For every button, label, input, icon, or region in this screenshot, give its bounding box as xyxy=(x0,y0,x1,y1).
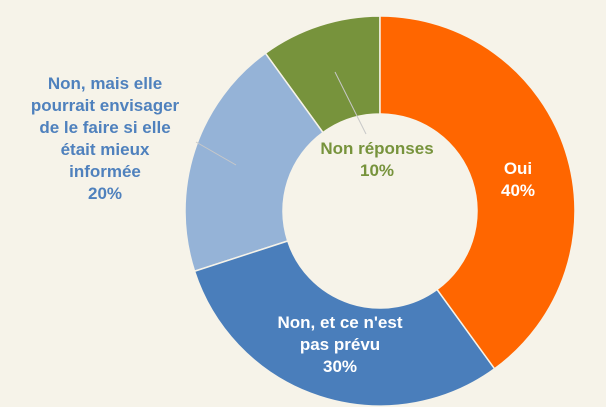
data-label: Oui 40% xyxy=(473,158,563,202)
data-label: Non réponses 10% xyxy=(297,138,457,182)
donut-segment xyxy=(184,52,325,273)
category-label: Non réponses xyxy=(320,139,434,158)
value-label: 20% xyxy=(87,184,123,203)
value-label: 40% xyxy=(500,181,536,200)
data-label: Non, mais elle pourrait envisager de le … xyxy=(30,73,180,205)
donut-segment xyxy=(193,240,496,407)
donut-segment xyxy=(379,15,576,370)
category-label: Non, et ce n'est pas prévu xyxy=(277,313,403,354)
data-label: Non, et ce n'est pas prévu 30% xyxy=(265,312,415,378)
value-label: 30% xyxy=(322,357,358,376)
leader-line xyxy=(195,141,237,166)
category-label: Oui xyxy=(503,159,533,178)
leader-line xyxy=(334,71,367,135)
value-label: 10% xyxy=(359,161,395,180)
category-label: Non, mais elle pourrait envisager de le … xyxy=(30,74,180,181)
